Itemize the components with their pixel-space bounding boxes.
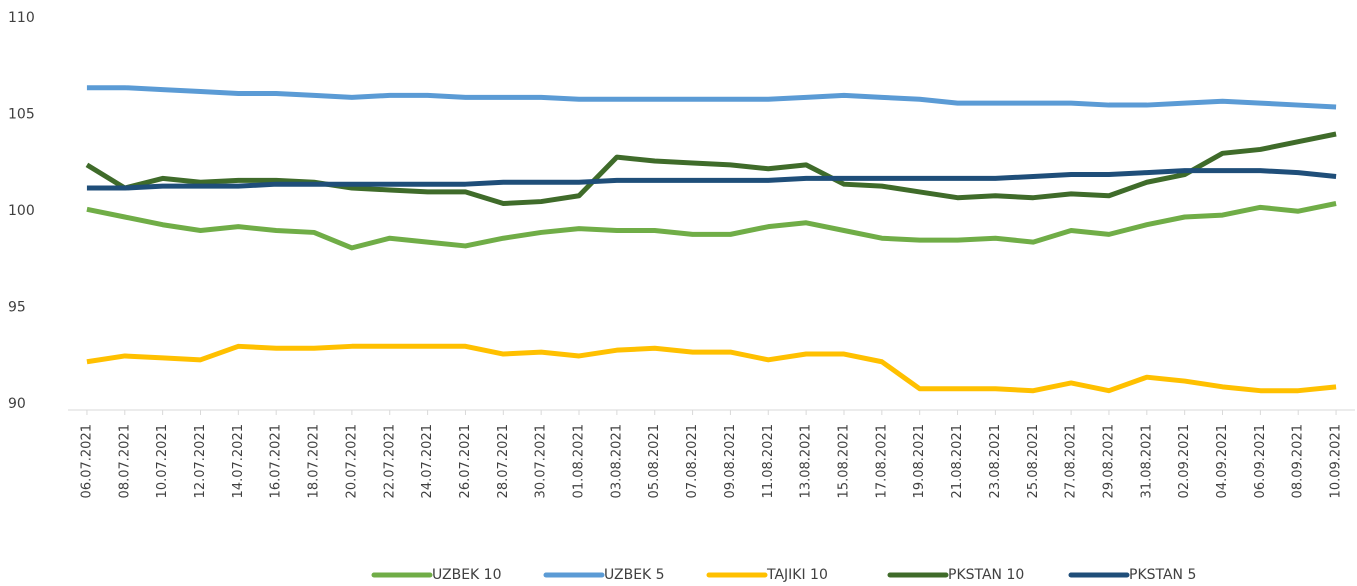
x-tick-label: 05.08.2021 bbox=[647, 424, 662, 498]
x-tick-label: 01.08.2021 bbox=[572, 424, 587, 498]
x-tick-label: 08.07.2021 bbox=[117, 424, 132, 498]
x-tick-label: 31.08.2021 bbox=[1139, 424, 1154, 498]
legend-label: PKSTAN 10 bbox=[948, 567, 1024, 583]
x-tick-label: 04.09.2021 bbox=[1215, 424, 1230, 498]
series-line bbox=[85, 131, 1337, 206]
x-tick-label: 16.07.2021 bbox=[269, 424, 284, 498]
series-line bbox=[86, 343, 1337, 394]
legend-label: UZBEK 5 bbox=[604, 567, 665, 583]
x-tick-label: 17.08.2021 bbox=[874, 424, 889, 498]
x-tick-label: 10.09.2021 bbox=[1329, 424, 1344, 498]
legend-label: PKSTAN 5 bbox=[1129, 567, 1196, 583]
legend-label: TAJIKI 10 bbox=[766, 567, 828, 583]
x-tick-label: 14.07.2021 bbox=[231, 424, 246, 498]
x-tick-label: 27.08.2021 bbox=[1064, 424, 1079, 498]
y-tick-label: 100 bbox=[8, 203, 35, 219]
x-tick-label: 19.08.2021 bbox=[912, 424, 927, 498]
x-tick-label: 25.08.2021 bbox=[1026, 424, 1041, 498]
y-tick-label: 110 bbox=[8, 10, 35, 26]
x-tick-label: 07.08.2021 bbox=[685, 424, 700, 498]
y-tick-label: 95 bbox=[8, 300, 26, 316]
y-tick-label: 90 bbox=[8, 396, 26, 412]
x-tick-label: 18.07.2021 bbox=[307, 424, 322, 498]
series-line bbox=[86, 201, 1337, 251]
x-tick-label: 08.09.2021 bbox=[1291, 424, 1306, 498]
x-tick-label: 20.07.2021 bbox=[344, 424, 359, 498]
legend-label: UZBEK 10 bbox=[432, 567, 502, 583]
x-tick-label: 29.08.2021 bbox=[1101, 424, 1116, 498]
x-tick-label: 24.07.2021 bbox=[420, 424, 435, 498]
y-tick-label: 105 bbox=[8, 107, 35, 123]
x-tick-label: 02.09.2021 bbox=[1177, 424, 1192, 498]
x-tick-label: 06.09.2021 bbox=[1253, 424, 1268, 498]
x-tick-label: 22.07.2021 bbox=[382, 424, 397, 498]
x-tick-label: 28.07.2021 bbox=[496, 424, 511, 498]
x-tick-label: 12.07.2021 bbox=[193, 424, 208, 498]
x-tick-label: 10.07.2021 bbox=[155, 424, 170, 498]
x-tick-label: 15.08.2021 bbox=[836, 424, 851, 498]
x-tick-label: 23.08.2021 bbox=[988, 424, 1003, 498]
x-tick-label: 13.08.2021 bbox=[799, 424, 814, 498]
x-tick-label: 26.07.2021 bbox=[458, 424, 473, 498]
x-tick-label: 09.08.2021 bbox=[723, 424, 738, 498]
x-tick-label: 21.08.2021 bbox=[950, 424, 965, 498]
series-line bbox=[86, 85, 1337, 110]
x-tick-label: 11.08.2021 bbox=[761, 424, 776, 498]
x-tick-label: 06.07.2021 bbox=[79, 424, 94, 498]
x-tick-label: 30.07.2021 bbox=[534, 424, 549, 498]
x-tick-label: 03.08.2021 bbox=[609, 424, 624, 498]
series-line bbox=[86, 168, 1337, 191]
